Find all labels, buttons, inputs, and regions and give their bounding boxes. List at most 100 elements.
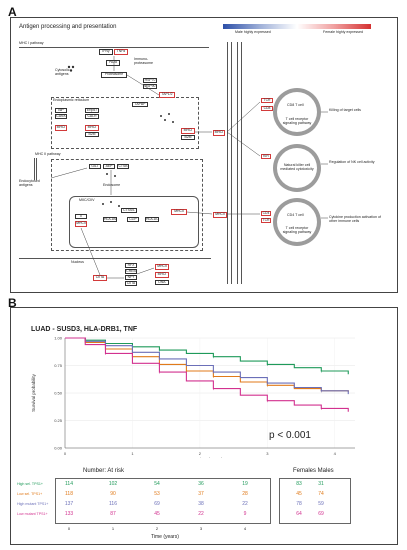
nucleus-label: Nucleus <box>71 260 84 264</box>
mhc1-gene-box: MHCI <box>155 272 169 278</box>
risk-table-box <box>55 478 271 524</box>
immunoproteasome-label: Immuno-proteasome <box>134 57 153 65</box>
chart-title: LUAD - SUSD3, HLA-DRB1, TNF <box>31 326 138 333</box>
survival-chart: 0.00 0.25 0.50 0.75 1.00 0 1 2 3 4 Survival probab… <box>31 336 355 458</box>
risk-count: 9 <box>243 511 247 517</box>
cell-membrane <box>227 42 232 284</box>
risk-count: 45 <box>154 511 160 517</box>
tnfa-box: TNFα <box>114 49 128 55</box>
cd8-t-cell-inner <box>277 92 317 132</box>
ifng-box: IFNγ <box>99 49 113 55</box>
risk-count: 90 <box>110 491 116 497</box>
risk-x-tick: 4 <box>243 526 247 531</box>
tcr-cd8-box: TCR <box>261 98 273 103</box>
expression-legend-bar <box>223 24 371 29</box>
nk-cell-inner <box>277 148 317 188</box>
nk-cell-label: Natural killer cell mediated cytotoxicit… <box>280 163 314 171</box>
mhc2-pathway-label: MHC II pathway <box>35 152 61 156</box>
risk-count: 102 <box>108 481 118 487</box>
risk-count: 87 <box>110 511 116 517</box>
y-tick-label: 0.25 <box>54 418 63 423</box>
mhc2-gene-box: MHCII <box>155 264 169 270</box>
survival-panel: LUAD - SUSD3, HLA-DRB1, TNF 0.00 0.25 0.50… <box>10 307 398 545</box>
miic-label: MIIC/CIIV <box>79 198 95 202</box>
risk-row-label: Low sel. TPS1+ <box>17 492 43 496</box>
survival-curve <box>65 337 349 395</box>
cd4-box: CD4 <box>261 211 271 216</box>
clip-box: CLIP <box>127 217 139 222</box>
nucleus-boundary <box>19 258 211 259</box>
kir-box: KIR <box>261 154 271 159</box>
cd8-signal-label: T cell receptor signaling pathway <box>282 117 312 125</box>
nfy-box: NFY <box>125 275 137 280</box>
ctsb-box: CTSB <box>117 164 129 169</box>
miic-compartment <box>69 196 199 248</box>
risk-row-label: High sel. TPS1+ <box>17 482 44 486</box>
p-value: p < 0.001 <box>269 430 311 441</box>
y-tick-label: 0.50 <box>54 391 63 396</box>
risk-x-tick: 3 <box>199 526 203 531</box>
nk-outcome-label: Regulation of NK cell activity <box>329 160 375 164</box>
risk-count: 133 <box>64 511 74 517</box>
mhc2-box: MHCII <box>75 221 87 227</box>
endosome-label: Endosome <box>103 183 121 187</box>
cd8-outcome-label: Killing of target cells <box>329 108 361 112</box>
hsp70-box: HSP70 <box>143 78 157 83</box>
female-count: 83 <box>296 481 302 487</box>
mhc2-membrane-box: MHCII <box>213 212 227 218</box>
risk-row-label: Low mutant TPS1+ <box>17 512 48 516</box>
b2m-box: B2M <box>85 132 99 137</box>
x-tick-label: 1 <box>131 451 134 456</box>
cd8-cell-label: CD8 T cell <box>287 103 304 107</box>
panel-a-letter: A <box>8 5 17 19</box>
cd4-cell-label: CD4 T cell <box>287 213 304 217</box>
x-tick-label: 4 <box>334 451 337 456</box>
risk-count: 19 <box>242 481 248 487</box>
y-tick-label: 0.75 <box>54 363 63 368</box>
male-count: 31 <box>318 481 324 487</box>
risk-count: 118 <box>65 491 73 497</box>
bip-box: BiP <box>55 108 67 113</box>
risk-count: 38 <box>198 501 204 507</box>
risk-x-label: Time (years) <box>151 534 179 540</box>
ciita-box: CIITA <box>93 275 107 281</box>
mhc1-pathway-label: MHC I pathway <box>19 41 44 45</box>
risk-x-tick: 1 <box>111 526 115 531</box>
membrane-left <box>34 158 37 180</box>
mhc1-membrane-box: MHCI <box>213 130 225 136</box>
tcr-cd4-box: TCR <box>261 218 271 223</box>
gilt-box: GILT <box>89 164 101 169</box>
risk-count: 22 <box>242 501 248 507</box>
risk-row-label: High mutant TPS1+ <box>17 502 49 506</box>
dna-box: DNA <box>155 280 169 285</box>
male-count: 74 <box>318 491 324 497</box>
antigen-dots-icon <box>67 60 77 72</box>
erp57-box: ERp57 <box>85 108 99 113</box>
y-axis-label: Survival probability <box>31 373 36 412</box>
calr-box: CALR <box>85 114 99 119</box>
tapbp-box: TAPBP <box>132 102 148 107</box>
cytosolic-antigens-label: Cytosolic antigens <box>55 68 70 76</box>
creb-box: CREB <box>125 269 137 274</box>
sex-table-box <box>279 478 351 524</box>
risk-count: 116 <box>109 501 117 507</box>
cd4-outcome-label: Cytokine production activation of other … <box>329 215 381 223</box>
x-axis-label: Time (years) <box>197 457 223 458</box>
risk-count: 69 <box>154 501 160 507</box>
x-tick-label: 0 <box>64 451 67 456</box>
male-count: 69 <box>318 511 324 517</box>
risk-count: 37 <box>198 491 204 497</box>
pathway-arrows <box>50 56 328 279</box>
cd4-t-cell-inner <box>277 202 317 242</box>
risk-x-tick: 0 <box>67 526 71 531</box>
panel-b-letter: B <box>8 296 17 310</box>
risk-count: 36 <box>198 481 204 487</box>
risk-x-tick: 2 <box>155 526 159 531</box>
x-tick-label: 3 <box>266 451 269 456</box>
hsp90-box: HSP90 <box>143 84 157 89</box>
pathway-title: Antigen processing and presentation <box>19 24 117 30</box>
b2m-surface-box: B2M <box>181 135 195 140</box>
legend-female-label: Female highly expressed <box>323 30 363 34</box>
cd4-signal-label: T cell receptor signaling pathway <box>282 226 312 234</box>
mhc2-pathway-box <box>51 159 203 251</box>
